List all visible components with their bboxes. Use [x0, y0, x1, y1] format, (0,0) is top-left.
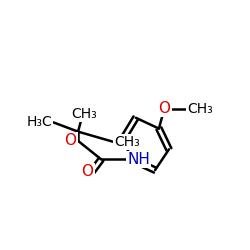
Text: O: O	[64, 134, 76, 148]
Text: CH₃: CH₃	[71, 107, 97, 121]
Text: CH₃: CH₃	[188, 102, 213, 116]
Text: O: O	[158, 101, 170, 116]
Text: CH₃: CH₃	[114, 135, 140, 149]
Text: H₃C: H₃C	[26, 116, 52, 130]
Text: O: O	[81, 164, 93, 180]
Text: NH: NH	[127, 152, 150, 167]
